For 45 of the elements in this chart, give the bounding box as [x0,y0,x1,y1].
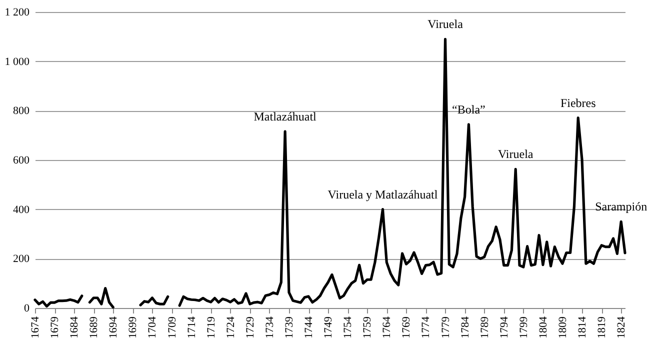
x-tick-label: 1704 [146,316,159,338]
x-tick-label: 1794 [498,316,510,338]
x-tick-label: 1684 [68,316,81,338]
x-tick-label: 1694 [108,316,120,338]
y-tick-label: 0 [24,302,30,314]
x-tick-label: 1724 [224,316,237,338]
x-tick-label: 1734 [264,316,276,338]
x-tick-label: 1729 [244,316,256,338]
y-tick-label: 200 [13,253,30,266]
x-tick-label: 1759 [362,316,374,338]
annotation: Viruela [498,147,534,162]
x-tick-label: 1814 [576,316,589,338]
x-tick-label: 1764 [381,316,394,338]
x-tick-label: 1749 [322,316,335,338]
x-tick-label: 1779 [440,316,452,338]
x-tick-label: 1679 [49,316,62,338]
y-tick-label: 1 200 [4,6,30,18]
annotation: Fiebres [560,96,596,110]
x-tick-label: 1799 [518,316,530,338]
x-tick-label: 1774 [420,316,432,338]
x-tick-label: 1784 [459,316,472,338]
x-tick-label: 1789 [478,316,491,338]
annotation: Matlazáhuatl [254,109,318,124]
x-tick-label: 1689 [88,316,100,338]
annotation: Sarampión [595,200,648,214]
x-tick-label: 1714 [186,316,198,338]
x-tick-label: 1804 [537,316,550,338]
y-tick-label: 1 000 [4,56,30,68]
x-tick-label: 1719 [205,316,218,338]
x-tick-label: 1769 [400,316,413,338]
x-tick-label: 1824 [616,316,628,338]
x-tick-label: 1809 [556,316,569,338]
annotation: “Bola” [452,102,486,116]
y-tick-label: 400 [13,204,30,216]
x-tick-label: 1744 [303,316,316,338]
x-tick-label: 1674 [30,316,42,338]
x-tick-label: 1819 [596,316,608,338]
y-tick-label: 800 [13,105,30,118]
x-tick-label: 1754 [342,316,354,338]
y-tick-label: 600 [13,154,30,166]
annotation: Viruela y Matlazáhuatl [328,187,438,202]
annotation: Viruela [428,17,464,32]
x-tick-label: 1739 [283,316,296,338]
x-tick-label: 1699 [127,316,140,338]
x-tick-label: 1709 [166,316,178,338]
